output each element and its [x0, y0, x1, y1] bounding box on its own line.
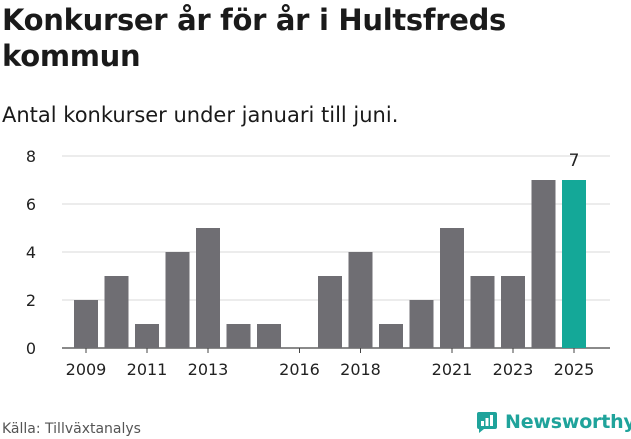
x-tick-label: 2021	[432, 360, 473, 379]
bar-2019	[379, 324, 403, 348]
x-tick-label: 2016	[279, 360, 320, 379]
y-tick-label: 2	[26, 291, 36, 310]
source-note: Källa: Tillväxtanalys	[2, 421, 141, 437]
bar-2020	[409, 300, 434, 348]
x-tick-label: 2013	[188, 360, 229, 379]
bar-2010	[104, 276, 129, 348]
chart-subtitle: Antal konkurser under januari till juni.	[2, 103, 399, 127]
data-labels: 7	[569, 151, 580, 171]
bar-2012	[165, 252, 190, 348]
bar-2024	[531, 180, 556, 348]
chart-title: Konkurser år för år i Hultsfreds kommun	[2, 3, 506, 73]
x-tick-label: 2018	[340, 360, 381, 379]
bar-2017	[318, 276, 342, 348]
bar-2021	[440, 228, 464, 348]
bar-2013	[196, 228, 220, 348]
y-tick-label: 6	[26, 195, 36, 214]
bar-chart: 0 2 4 6 8 2009 2011 2013 2016 2018 2021 2023 2025 7	[26, 147, 610, 379]
brand-name: Newsworthy	[505, 411, 631, 433]
newsworthy-logo-icon	[477, 412, 497, 433]
x-tick-label: 2011	[127, 360, 168, 379]
x-axis-ticks: 2009 2011 2013 2016 2018 2021 2023 2025	[66, 348, 595, 379]
y-tick-label: 8	[26, 147, 36, 166]
newsworthy-logo: Newsworthy	[476, 408, 631, 436]
bar-2018	[348, 252, 373, 348]
bar-2015	[257, 324, 281, 348]
data-label-2025: 7	[569, 151, 580, 171]
bar-2025	[562, 180, 586, 348]
bar-2011	[135, 324, 159, 348]
y-axis-ticks: 0 2 4 6 8	[26, 147, 36, 358]
y-tick-label: 4	[26, 243, 36, 262]
x-tick-label: 2023	[493, 360, 534, 379]
bar-2022	[470, 276, 495, 348]
bar-2023	[501, 276, 525, 348]
bar-2014	[226, 324, 251, 348]
x-tick-label: 2025	[554, 360, 595, 379]
bar-2009	[74, 300, 98, 348]
y-tick-label: 0	[26, 339, 36, 358]
bars	[74, 180, 586, 348]
x-tick-label: 2009	[66, 360, 107, 379]
